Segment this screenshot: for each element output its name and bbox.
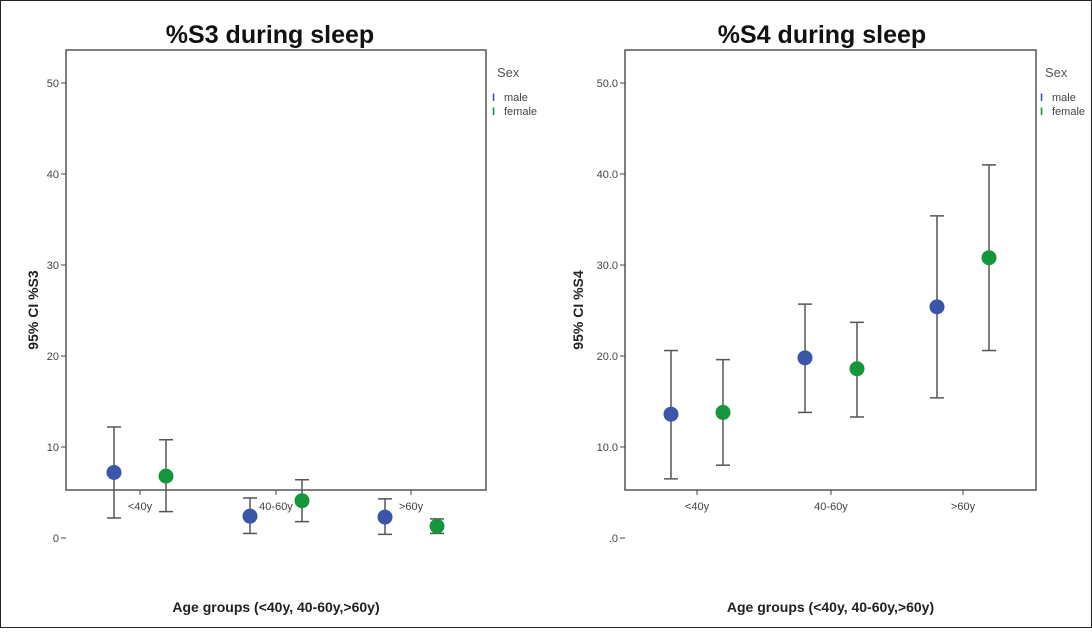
x-tick-label: >60y — [399, 501, 424, 513]
mean-point-male — [242, 508, 258, 524]
x-tick-label: 40-60y — [814, 501, 848, 513]
x-tick-label: 40-60y — [259, 501, 293, 513]
x-tick-label: <40y — [685, 501, 710, 513]
y-tick-label: 30 — [47, 260, 59, 272]
chart-2: %S4 during sleep .0 10.0 20.0 30.0 40.0 50.0 <4… — [570, 21, 1085, 615]
y-tick-label: 40.0 — [597, 169, 618, 181]
legend-title: Sex — [1045, 65, 1068, 80]
mean-point-female — [294, 493, 310, 509]
y-tick-label: 20.0 — [597, 351, 618, 363]
mean-point-male — [797, 350, 813, 366]
legend-label-female: female — [504, 106, 537, 118]
x-axis-label: Age groups (<40y, 40-60y,>60y) — [727, 599, 934, 615]
y-tick-label: .0 — [609, 533, 618, 545]
mean-point-female — [849, 361, 865, 377]
x-axis-label: Age groups (<40y, 40-60y,>60y) — [172, 599, 379, 615]
legend-title: Sex — [497, 65, 520, 80]
mean-point-female — [715, 404, 731, 420]
mean-point-male — [377, 509, 393, 525]
mean-point-male — [106, 464, 122, 480]
y-tick-label: 0 — [53, 533, 59, 545]
legend-errorbar-icon: I — [1040, 106, 1043, 118]
y-axis-label: 95% CI %S4 — [570, 270, 586, 350]
y-tick-label: 50 — [47, 78, 59, 90]
y-tick-label: 50.0 — [597, 78, 618, 90]
legend-errorbar-icon: I — [1040, 92, 1043, 104]
y-tick-label: 10 — [47, 442, 59, 454]
legend-label-male: male — [504, 92, 528, 104]
x-tick-label: <40y — [128, 501, 153, 513]
y-tick-label: 20 — [47, 351, 59, 363]
legend-label-male: male — [1052, 92, 1076, 104]
y-tick-label: 40 — [47, 169, 59, 181]
mean-point-male — [929, 299, 945, 315]
chart-title: %S4 during sleep — [718, 21, 926, 49]
x-tick-label: >60y — [951, 501, 976, 513]
legend-errorbar-icon: I — [492, 92, 495, 104]
mean-point-male — [663, 406, 679, 422]
legend-label-female: female — [1052, 106, 1085, 118]
chart-1: %S3 during sleep 0 10 20 30 40 50 <40y 40-60y >60… — [25, 21, 537, 615]
mean-point-female — [981, 250, 997, 266]
chart-title: %S3 during sleep — [166, 21, 374, 49]
y-axis-label: 95% CI %S3 — [25, 270, 41, 350]
y-tick-label: 10.0 — [597, 442, 618, 454]
mean-point-female — [429, 518, 445, 534]
y-tick-label: 30.0 — [597, 260, 618, 272]
legend-errorbar-icon: I — [492, 106, 495, 118]
mean-point-female — [158, 468, 174, 484]
